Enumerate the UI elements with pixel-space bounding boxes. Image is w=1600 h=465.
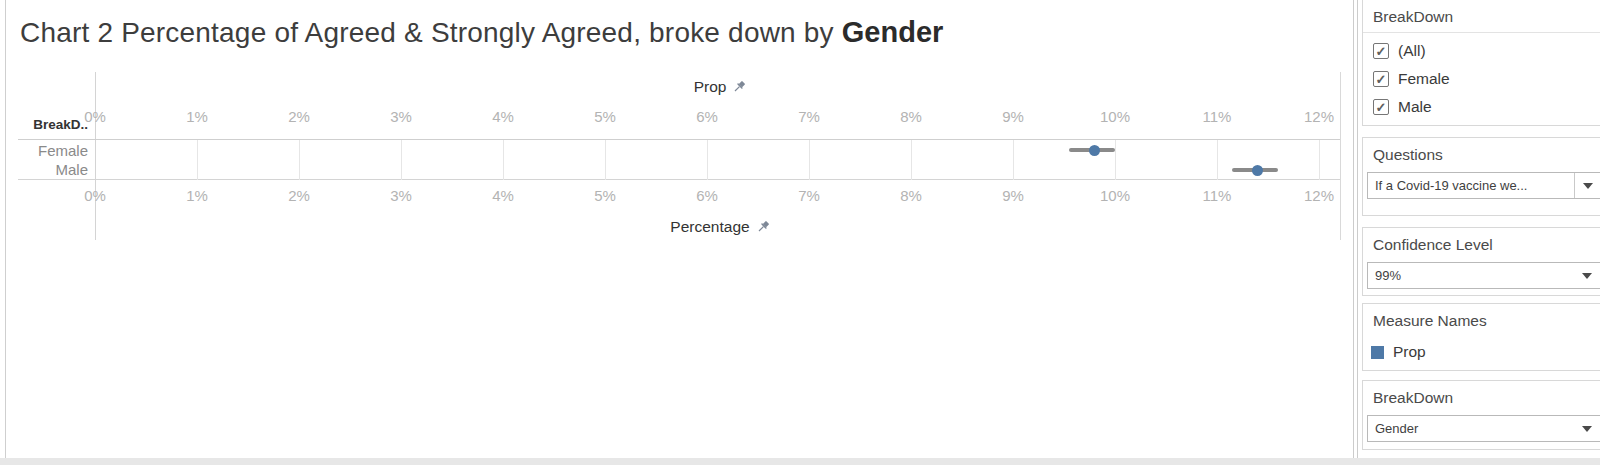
bottom-scrollbar-track[interactable] [0,458,1600,465]
axis-tick-label: 6% [677,106,737,128]
checkbox-checked-icon[interactable]: ✓ [1373,71,1389,87]
axis-tick-label: 9% [983,106,1043,128]
axis-tick-label: 3% [371,106,431,128]
axis-tick-label: 6% [677,185,737,207]
gridline [911,140,912,180]
bottom-axis-title-label: Percentage [670,218,749,236]
questions-panel: Questions If a Covid-19 vaccine we... [1362,137,1600,216]
gridline [299,140,300,180]
filter-breakdown-panel: BreakDown ✓ (All) ✓ Female ✓ Male [1362,0,1600,126]
chevron-down-icon[interactable] [1574,173,1600,198]
axis-tick-label: 5% [575,106,635,128]
axis-tick-label: 12% [1289,185,1349,207]
param-breakdown-dropdown[interactable]: Gender [1367,415,1600,442]
param-breakdown-title: BreakDown [1363,381,1600,413]
gridline [1013,140,1014,180]
axis-tick-label: 5% [575,185,635,207]
axis-tick-label: 8% [881,106,941,128]
point-male[interactable] [1252,165,1263,176]
filter-option-label: Male [1398,98,1432,116]
legend-label: Prop [1393,343,1426,361]
param-breakdown-panel: BreakDown Gender [1362,380,1600,450]
axis-tick-label: 11% [1187,106,1247,128]
axis-tick-label: 0% [65,106,125,128]
gridline [503,140,504,180]
dashboard: Chart 2 Percentage of Agreed & Strongly … [0,0,1600,465]
axis-tick-label: 1% [167,106,227,128]
pin-icon[interactable] [756,220,770,234]
checkbox-checked-icon[interactable]: ✓ [1373,99,1389,115]
axis-tick-label: 4% [473,106,533,128]
gridline [1217,140,1218,180]
axis-tick-label: 2% [269,185,329,207]
gridline [707,140,708,180]
chevron-down-icon[interactable] [1574,263,1600,288]
questions-dropdown[interactable]: If a Covid-19 vaccine we... [1367,172,1600,199]
filter-option-label: Female [1398,70,1450,88]
axis-tick-label: 3% [371,185,431,207]
splitter-line[interactable] [1353,0,1354,458]
axis-tick-label: 2% [269,106,329,128]
splitter-line[interactable] [1357,0,1358,458]
measure-names-panel: Measure Names Prop [1362,303,1600,371]
axis-tick-label: 0% [65,185,125,207]
axis-tick-label: 11% [1187,185,1247,207]
filter-option-female[interactable]: ✓ Female [1363,65,1600,93]
axis-tick-label: 9% [983,185,1043,207]
legend-swatch [1371,346,1384,359]
point-female[interactable] [1089,145,1100,156]
gridline [1319,140,1320,180]
filter-breakdown-title: BreakDown [1363,0,1600,32]
confidence-level-title: Confidence Level [1363,228,1600,260]
confidence-level-dropdown[interactable]: 99% [1367,262,1600,289]
filter-option-male[interactable]: ✓ Male [1363,93,1600,121]
bottom-axis-title: Percentage [560,218,880,236]
gridline [401,140,402,180]
gridline [605,140,606,180]
filter-option-all[interactable]: ✓ (All) [1363,37,1600,65]
confidence-level-dropdown-value: 99% [1368,268,1574,283]
gridline [1115,140,1116,180]
confidence-level-panel: Confidence Level 99% [1362,227,1600,296]
axis-tick-label: 7% [779,106,839,128]
checkbox-checked-icon[interactable]: ✓ [1373,43,1389,59]
chevron-down-icon[interactable] [1574,416,1600,441]
axis-tick-label: 10% [1085,106,1145,128]
measure-names-title: Measure Names [1363,304,1600,336]
axis-tick-label: 4% [473,185,533,207]
filter-option-label: (All) [1398,42,1426,60]
axis-tick-label: 8% [881,185,941,207]
questions-title: Questions [1363,138,1600,170]
axis-tick-label: 1% [167,185,227,207]
gridline [197,140,198,180]
param-breakdown-dropdown-value: Gender [1368,421,1574,436]
gridline [809,140,810,180]
axis-tick-label: 7% [779,185,839,207]
axis-tick-label: 10% [1085,185,1145,207]
axis-tick-label: 12% [1289,106,1349,128]
questions-dropdown-value: If a Covid-19 vaccine we... [1368,178,1574,193]
legend-item-prop[interactable]: Prop [1363,336,1600,371]
